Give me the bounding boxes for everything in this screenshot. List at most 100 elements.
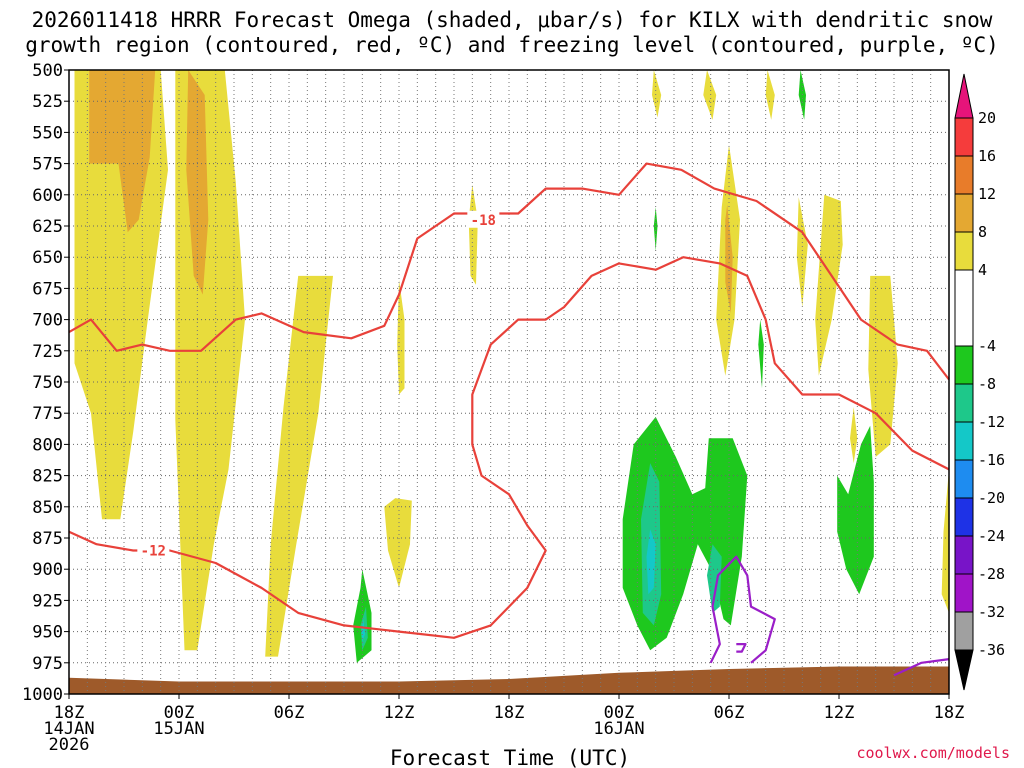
credit-text: coolwx.com/models (856, 744, 1010, 762)
colorbar-label: -4 (978, 337, 996, 355)
y-tick-label: 625 (32, 217, 63, 237)
contour-label: -12 (141, 543, 166, 559)
terrain-layer (69, 666, 949, 694)
colorbar-band (954, 269, 974, 347)
y-tick-label: 925 (32, 591, 63, 611)
colorbar-band (954, 459, 974, 499)
terrain-area (69, 666, 949, 694)
omega-region-4-13 (868, 275, 898, 457)
omega-region-4-8 (765, 70, 775, 120)
omega-region-4-5 (468, 184, 478, 285)
x-tick-label: 00Z (164, 703, 195, 723)
y-tick-label: 775 (32, 404, 63, 424)
x-tick-label: 06Z (274, 703, 305, 723)
omega-region-4-3 (384, 498, 412, 588)
colorbar-label: -20 (978, 489, 1005, 507)
y-tick-label: 750 (32, 373, 63, 393)
omega-region-8-17 (725, 204, 733, 314)
y-tick-label: 900 (32, 560, 63, 580)
omega-region--4-21 (653, 207, 658, 251)
dendritic-growth-contours: -12 -18 (68, 162, 950, 639)
y-tick-label: 850 (32, 498, 63, 518)
y-tick-label: 600 (32, 186, 63, 206)
y-tick-label: 675 (32, 279, 63, 299)
colorbar-label: -8 (978, 375, 996, 393)
colorbar-band (954, 421, 974, 461)
colorbar-label: 16 (978, 147, 996, 165)
x-tick-label: 2026 (49, 735, 90, 755)
y-tick-label: 575 (32, 155, 63, 175)
colorbar-label: 20 (978, 109, 996, 127)
x-tick-label: 16JAN (593, 719, 644, 739)
colorbar-band (954, 383, 974, 423)
contour-line--12 (68, 256, 950, 639)
freezing-line-2 (893, 658, 950, 677)
x-tick-label: 12Z (824, 703, 855, 723)
y-tick-label: 875 (32, 529, 63, 549)
colorbar-label: -36 (978, 641, 1005, 659)
omega-region--4-20 (837, 425, 874, 595)
colorbar-band (954, 231, 974, 271)
omega-region--8-25 (707, 544, 722, 613)
omega-region-4-12 (850, 407, 858, 464)
colorbar-label: 4 (978, 261, 987, 279)
colorbar-band (954, 611, 974, 651)
x-tick-label: 18Z (934, 703, 965, 723)
y-tick-label: 950 (32, 623, 63, 643)
y-tick-label: 500 (32, 61, 63, 81)
x-tick-label: 00Z (604, 703, 635, 723)
omega-region-4-6 (652, 70, 662, 118)
omega-shading-layer (74, 70, 949, 663)
x-tick-label: 12Z (384, 703, 415, 723)
omega-region-4-2 (265, 275, 333, 657)
y-tick-label: 700 (32, 311, 63, 331)
colorbar-band (954, 573, 974, 613)
y-tick-label: 725 (32, 342, 63, 362)
gridlines (69, 70, 949, 694)
colorbar-band (954, 117, 974, 157)
omega-region--12-27 (646, 529, 656, 595)
omega-region-4-4 (397, 279, 405, 395)
colorbar-label: -32 (978, 603, 1005, 621)
y-tick-label: 825 (32, 467, 63, 487)
colorbar-band (954, 193, 974, 233)
contour-label: -18 (471, 213, 496, 229)
freezing-level-contours (709, 555, 950, 677)
y-tick-label: 550 (32, 123, 63, 143)
colorbar-band (954, 535, 974, 575)
x-tick-label: 15JAN (153, 719, 204, 739)
contour-label-bg (137, 541, 170, 559)
freezing-line-1 (736, 642, 747, 653)
chart-title-line-1: 2026011418 HRRR Forecast Omega (shaded, … (32, 8, 993, 32)
y-tick-label: 525 (32, 92, 63, 112)
colorbar-label: -12 (978, 413, 1005, 431)
colorbar-band (954, 155, 974, 195)
x-tick-label: 14JAN (43, 719, 94, 739)
x-tick-label: 18Z (54, 703, 85, 723)
x-axis-label: Forecast Time (UTC) (390, 746, 630, 768)
omega-region--12-28 (361, 619, 366, 642)
colorbar-top-arrow (954, 73, 974, 119)
colorbar-label: 12 (978, 185, 996, 203)
omega-region-4-7 (703, 70, 717, 120)
omega-region-4-10 (796, 197, 808, 308)
colorbar-label: -16 (978, 451, 1005, 469)
chart-title-line-2: growth region (contoured, red, ºC) and f… (25, 33, 999, 57)
omega-region-4-14 (941, 469, 949, 613)
colorbar-bottom-arrow (954, 649, 974, 691)
contour-label-bg (467, 210, 500, 228)
y-tick-label: 975 (32, 654, 63, 674)
plot-area: -12 -18 (68, 69, 950, 695)
x-tick-label: 18Z (494, 703, 525, 723)
x-tick-label: 06Z (714, 703, 745, 723)
colorbar-label: -28 (978, 565, 1005, 583)
omega-region--4-23 (758, 319, 764, 389)
y-tick-label: 800 (32, 435, 63, 455)
y-axis-ticks: 500 525 550 575 600 625 650 675 700 725 750 775 800 8… (22, 61, 69, 705)
colorbar-band (954, 345, 974, 385)
y-tick-label: 1000 (22, 685, 63, 705)
colorbar-label: -24 (978, 527, 1005, 545)
y-tick-label: 650 (32, 248, 63, 268)
